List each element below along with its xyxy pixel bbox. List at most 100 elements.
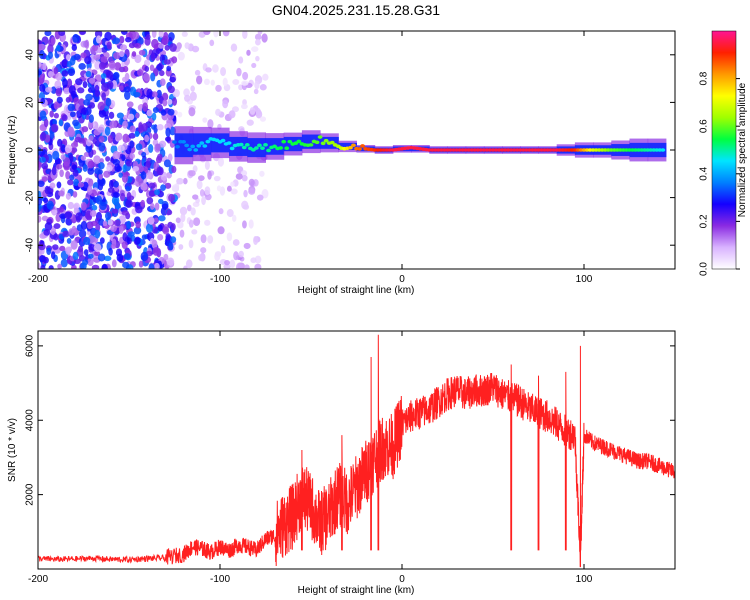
spectrogram-xtick-label: 0 — [399, 274, 405, 285]
spectrogram-speckle — [244, 264, 250, 269]
spectrogram-speckle — [49, 129, 55, 140]
spectrogram-speckle — [140, 171, 147, 180]
spectrogram-speckle — [165, 127, 171, 138]
spectrogram-speckle — [88, 135, 94, 141]
spectrogram-speckle — [38, 198, 43, 206]
spectrogram-speckle — [212, 64, 219, 73]
spectrogram-speckle — [125, 37, 132, 43]
spectrogram-speckle — [141, 234, 148, 240]
spectrogram-speckle — [156, 63, 162, 71]
spectrogram-speckle — [48, 265, 54, 269]
spectrogram-speckle — [128, 132, 136, 139]
spectrogram-speckle — [217, 157, 225, 167]
spectrogram-speckle — [204, 186, 211, 196]
spectrogram-speckle — [202, 117, 208, 123]
spectrogram-speckle — [72, 119, 80, 127]
spectrogram-speckle — [223, 263, 231, 269]
spectrogram-speckle — [200, 247, 207, 254]
spectrogram-speckle — [189, 91, 197, 101]
spectrogram-speckle — [188, 170, 196, 177]
spectrogram-speckle — [145, 34, 151, 40]
spectrogram-speckle — [135, 205, 143, 214]
spectrogram-speckle — [100, 56, 108, 64]
spectrogram-speckle — [151, 31, 157, 38]
spectrogram-speckle — [150, 72, 156, 82]
spectrogram-speckle — [55, 163, 63, 170]
spectrogram-speckle — [254, 33, 262, 41]
spectrogram-speckle — [43, 197, 49, 204]
spectrogram-speckle — [148, 144, 154, 153]
spectrogram-speckle — [41, 176, 48, 182]
spectrogram-speckle — [98, 135, 105, 143]
spectrogram-speckle — [128, 42, 136, 49]
spectrogram-speckle — [89, 210, 97, 217]
spectrogram-speckle — [259, 84, 267, 91]
spectrogram-speckle — [240, 103, 248, 110]
spectrogram-speckle — [158, 31, 164, 38]
spectrogram-speckle — [99, 237, 105, 244]
spectrogram-speckle — [134, 112, 140, 119]
spectrogram-speckle — [113, 52, 121, 60]
spectrogram-speckle — [111, 195, 120, 206]
spectrogram-speckle — [108, 247, 113, 256]
spectrogram-speckle — [65, 246, 71, 255]
spectrogram-speckle — [207, 170, 212, 180]
spectrogram-speckle — [94, 229, 101, 239]
spectrogram-speckle — [101, 263, 108, 269]
spectrogram-speckle — [188, 107, 196, 117]
spectrogram-speckle — [85, 138, 92, 147]
spectrogram-speckle — [157, 224, 163, 232]
spectrogram-speckle — [243, 189, 248, 198]
spectrogram-ridge-core — [229, 146, 235, 151]
spectrogram-speckle — [171, 56, 178, 64]
spectrogram-ridge-core — [317, 135, 323, 139]
spectrogram-speckle — [184, 42, 190, 49]
spectrogram-speckle — [80, 52, 87, 59]
spectrogram-speckle — [248, 219, 254, 229]
colorbar-gradient — [712, 31, 736, 269]
spectrogram-ridge-core — [175, 144, 180, 149]
spectrogram-speckle — [94, 60, 101, 70]
snr-frame — [37, 330, 676, 570]
spectrogram-speckle — [117, 144, 125, 152]
spectrogram-ridge-core — [329, 140, 335, 145]
spectrogram-speckle — [70, 240, 78, 250]
snr-ylabel: SNR (10 * v/v) — [7, 418, 18, 482]
spectrogram-speckle — [109, 120, 117, 129]
spectrogram-speckle — [251, 46, 259, 53]
spectrogram-speckle — [138, 165, 144, 173]
spectrogram-speckle — [204, 219, 211, 226]
spectrogram-speckle — [257, 31, 263, 35]
spectrogram-speckle — [60, 154, 66, 160]
spectrogram-speckle — [72, 169, 79, 177]
spectrogram-speckle — [58, 190, 65, 197]
spectrogram-speckle — [188, 239, 194, 249]
colorbar: 0.0 0.2 0.4 0.6 0.8 Normalized spectral ampl… — [699, 30, 748, 276]
spectrogram-speckle — [91, 204, 98, 211]
spectrogram-speckle — [246, 49, 251, 56]
spectrogram-speckle — [41, 215, 49, 222]
spectrogram-speckle — [59, 245, 66, 252]
spectrogram-speckle — [53, 66, 59, 75]
spectrogram-speckle — [80, 201, 87, 211]
spectrogram-speckle — [116, 112, 124, 119]
snr-ytick-label: 6000 — [25, 334, 36, 357]
spectrogram-speckle — [190, 207, 196, 216]
spectrogram-speckle — [73, 97, 80, 105]
spectrogram-speckle — [41, 162, 49, 170]
spectrogram-speckle — [62, 230, 70, 238]
spectrogram-speckle — [171, 165, 177, 174]
spectrogram-speckle — [44, 31, 52, 37]
spectrogram-ridge-core — [278, 146, 284, 150]
spectrogram-speckle — [177, 51, 185, 61]
spectrogram-speckle — [122, 261, 130, 269]
spectrogram-speckle — [65, 54, 71, 61]
spectrogram-speckle — [191, 45, 200, 53]
spectrogram-speckle — [112, 159, 120, 166]
spectrogram-speckle — [149, 64, 155, 72]
spectrogram-speckle — [108, 179, 114, 189]
spectrogram-speckle — [38, 185, 46, 192]
spectrogram-ridge-core — [187, 147, 193, 152]
spectrogram-speckle — [164, 182, 172, 189]
